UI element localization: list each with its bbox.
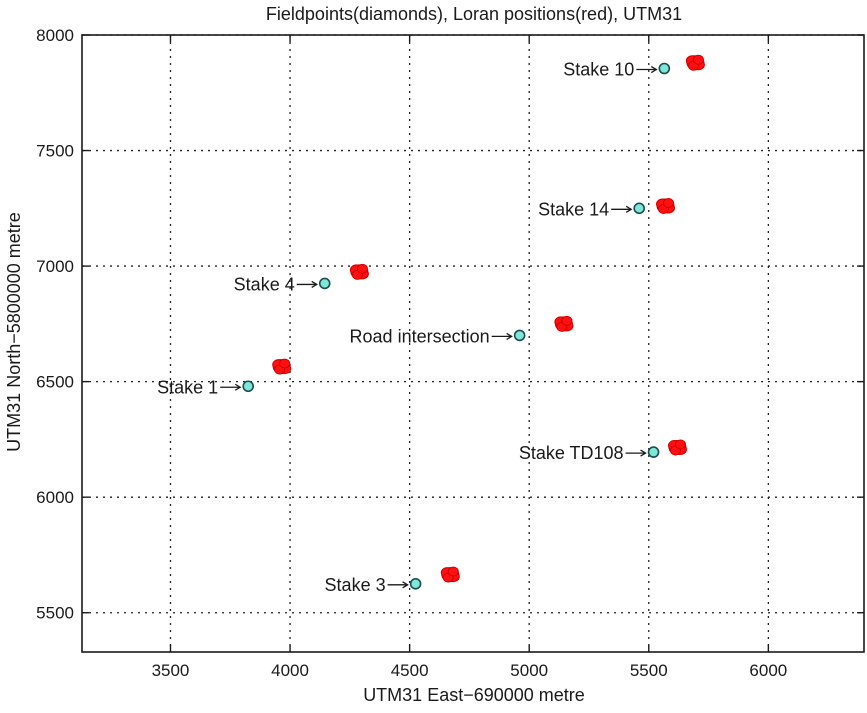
- fieldpoint-label: Stake TD108: [519, 443, 624, 463]
- loran-position-marker: [656, 198, 676, 215]
- x-tick-label: 4500: [391, 661, 429, 680]
- fieldpoint-marker: [633, 202, 646, 215]
- x-tick-label: 3500: [152, 661, 190, 680]
- label-arrowhead: [650, 65, 658, 74]
- loran-position-marker: [440, 566, 460, 583]
- label-arrowhead: [506, 332, 513, 340]
- chart-title: Fieldpoints(diamonds), Loran positions(r…: [266, 4, 682, 24]
- x-axis-label: UTM31 East−690000 metre: [363, 685, 585, 705]
- loran-position-marker: [349, 263, 369, 280]
- y-tick-label: 7500: [36, 142, 74, 161]
- fieldpoint-label: Stake 1: [157, 377, 218, 397]
- label-arrowhead: [402, 581, 409, 589]
- fieldpoint-marker: [242, 380, 255, 393]
- axis-ticks: 3500 4000 4500 5000 5500 6000 5500 6000 6500 7000…: [36, 26, 864, 680]
- fieldpoint-label: Stake 3: [325, 575, 386, 595]
- fieldpoint-marker: [409, 578, 422, 590]
- fieldpoint-label: Stake 10: [563, 60, 634, 80]
- fieldpoint-marker: [658, 62, 671, 75]
- y-tick-label: 8000: [36, 26, 74, 45]
- x-tick-label: 5500: [630, 661, 668, 680]
- x-tick-label: 5000: [510, 661, 548, 680]
- plot-frame: [81, 34, 865, 653]
- label-arrowhead: [640, 449, 647, 457]
- point-labels: Stake 10 Stake 14 Stake 4 Road intersection…: [157, 60, 658, 595]
- y-tick-label: 5500: [36, 604, 74, 623]
- x-tick-label: 4000: [271, 661, 309, 680]
- loran-position-marker: [667, 439, 687, 456]
- loran-positions: [272, 54, 705, 583]
- fieldpoint-marker: [647, 446, 660, 458]
- fieldpoint-label: Stake 4: [234, 274, 295, 294]
- fieldpoint-label: Road intersection: [350, 326, 490, 346]
- label-arrowhead: [625, 205, 633, 213]
- loran-position-marker: [272, 358, 292, 375]
- fieldpoint-label: Stake 14: [538, 199, 609, 219]
- loran-position-marker: [554, 315, 574, 332]
- y-tick-label: 7000: [36, 257, 74, 276]
- loran-position-marker: [685, 54, 705, 71]
- fieldpoint-marker: [513, 329, 526, 342]
- label-arrowhead: [234, 383, 242, 391]
- x-tick-label: 6000: [749, 661, 787, 680]
- fieldpoints: [242, 62, 671, 590]
- label-arrowhead: [311, 280, 318, 288]
- fieldpoint-marker: [318, 277, 331, 290]
- y-axis-label: UTM31 North−5800000 metre: [4, 212, 24, 452]
- y-tick-label: 6000: [36, 488, 74, 507]
- y-tick-label: 6500: [36, 373, 74, 392]
